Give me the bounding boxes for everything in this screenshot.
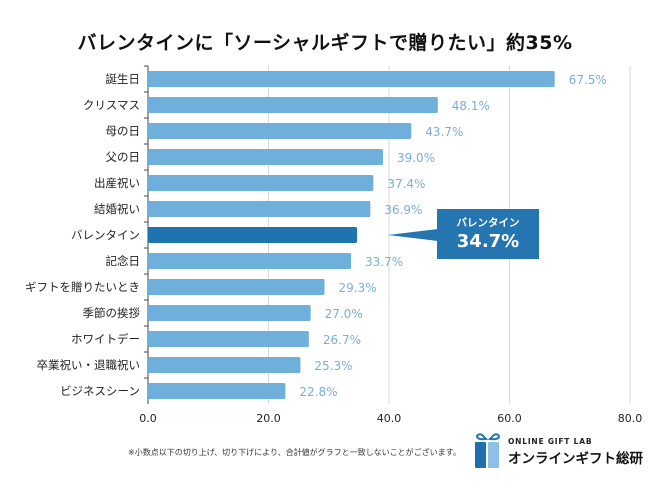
bar (148, 357, 301, 373)
bar (148, 201, 371, 217)
callout-category: バレンタイン (456, 217, 520, 229)
value-label: 26.7% (323, 333, 361, 347)
x-tick-label: 20.0 (256, 412, 281, 425)
category-label: ギフトを贈りたいとき (25, 280, 140, 294)
bar (148, 305, 311, 321)
category-label: 結婚祝い (94, 202, 140, 216)
category-label: ホワイトデー (71, 332, 140, 346)
callout-value: 34.7% (456, 231, 520, 252)
bar (148, 279, 325, 295)
category-label: 卒業祝い・退職祝い (37, 358, 141, 372)
bar (148, 253, 352, 269)
bar (148, 97, 438, 113)
logo-english: ONLINE GIFT LAB (508, 437, 593, 446)
value-label: 36.9% (384, 203, 422, 217)
x-tick-label: 0.0 (139, 412, 157, 425)
value-label: 25.3% (314, 359, 352, 373)
category-label: ビジネスシーン (60, 384, 140, 398)
highlight-callout: バレンタイン 34.7% (437, 209, 539, 259)
x-tick-label: 40.0 (377, 412, 402, 425)
chart-title: バレンタインに「ソーシャルギフトで贈りたい」約35% (77, 32, 573, 54)
category-label: 誕生日 (106, 72, 141, 86)
bar (148, 71, 555, 87)
category-label: 母の日 (106, 124, 141, 138)
bar (148, 149, 383, 165)
x-tick-label: 60.0 (497, 412, 522, 425)
category-label: 季節の挨拶 (83, 306, 141, 320)
value-label: 22.8% (299, 385, 337, 399)
category-label: 出産祝い (94, 176, 140, 190)
category-label: バレンタイン (71, 228, 140, 242)
value-label: 37.4% (387, 177, 425, 191)
value-label: 33.7% (365, 255, 403, 269)
value-label: 48.1% (452, 99, 490, 113)
category-label: 父の日 (106, 150, 141, 164)
gift-box-icon (475, 433, 501, 468)
value-label: 43.7% (425, 125, 463, 139)
bar (148, 123, 412, 139)
category-label: 記念日 (106, 254, 141, 268)
x-tick-label: 80.0 (618, 412, 643, 425)
category-label: クリスマス (83, 98, 140, 112)
bar (148, 383, 286, 399)
callout-pointer (388, 229, 438, 241)
value-label: 67.5% (569, 73, 607, 87)
value-label: 39.0% (397, 151, 435, 165)
value-label: 27.0% (325, 307, 363, 321)
bar (148, 175, 374, 191)
bar-highlight (148, 227, 358, 243)
logo-japanese: オンラインギフト総研 (508, 451, 643, 467)
footnote: ※小数点以下の切り上げ、切り下げにより、合計値がグラフと一致しないことがございま… (128, 448, 461, 457)
value-label: 29.3% (339, 281, 377, 295)
bar (148, 331, 309, 347)
brand-logo: ONLINE GIFT LAB オンラインギフト総研 (473, 431, 650, 471)
